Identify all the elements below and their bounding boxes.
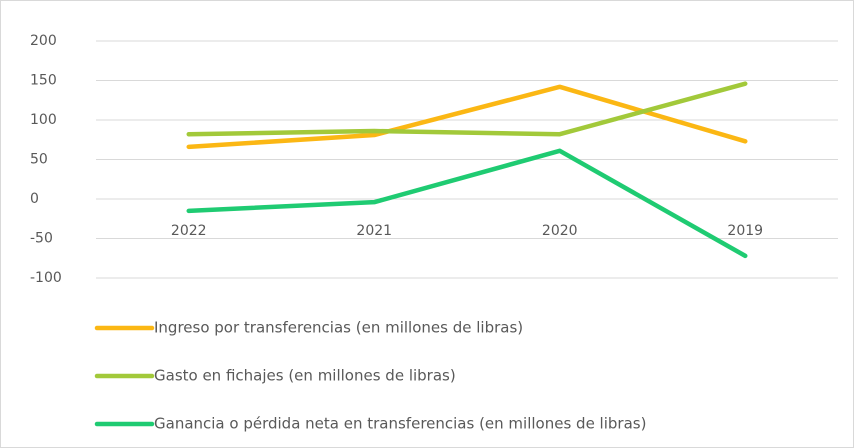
- x-tick-label: 2019: [727, 223, 763, 239]
- y-tick-label: 100: [30, 112, 57, 128]
- series-line: [186, 84, 748, 150]
- legend-label: Gasto en fichajes (en millones de libras…: [154, 367, 456, 385]
- y-tick-label: 150: [30, 73, 57, 89]
- series-line: [186, 148, 748, 259]
- y-tick-label: 200: [30, 33, 57, 49]
- x-tick-label: 2021: [356, 223, 392, 239]
- x-tick-label: 2022: [171, 223, 207, 239]
- y-tick-label: -50: [30, 231, 53, 247]
- y-tick-label: -100: [30, 270, 62, 286]
- series-line: [186, 81, 748, 137]
- legend-label: Ingreso por transferencias (en millones …: [154, 319, 523, 337]
- x-tick-label: 2020: [542, 223, 578, 239]
- legend-label: Ganancia o pérdida neta en transferencia…: [154, 415, 646, 433]
- y-tick-label: 0: [30, 191, 39, 207]
- y-tick-label: 50: [30, 152, 48, 168]
